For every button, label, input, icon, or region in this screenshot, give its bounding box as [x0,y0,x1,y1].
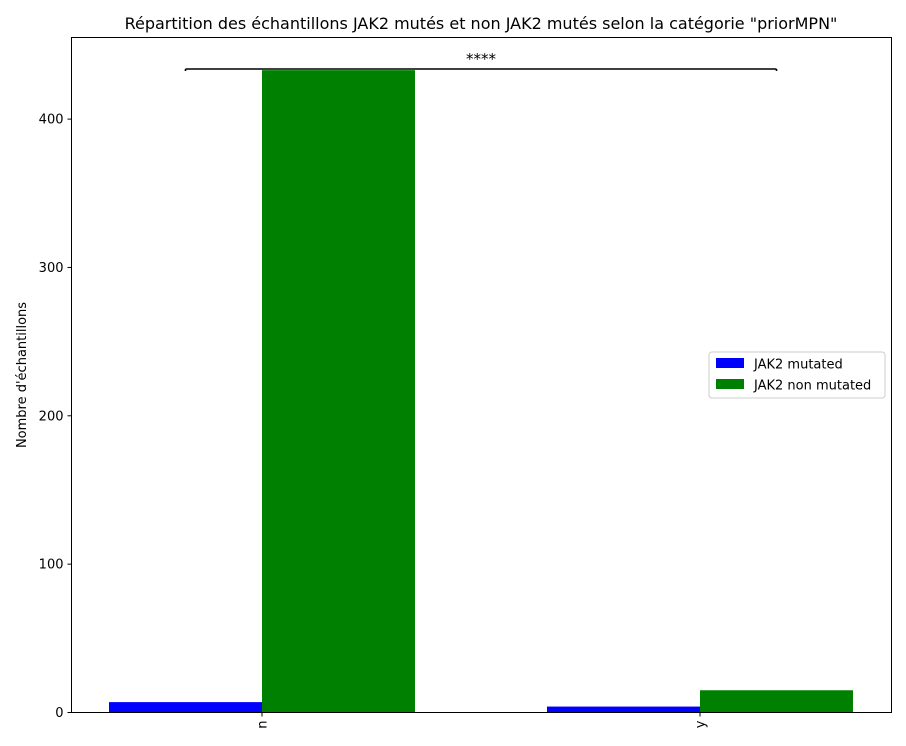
legend-label-jak2-non-mutated: JAK2 non mutated [753,379,871,394]
legend-label-jak2-mutated: JAK2 mutated [753,358,843,373]
y-axis-label: Nombre d'échantillons [15,302,30,448]
significance-label: **** [466,50,497,68]
y-tick-label: 0 [55,706,63,721]
bar-jak2-non-mutated-n [262,70,415,713]
y-tick-label: 400 [39,113,64,128]
bar-jak2-mutated-n [109,702,262,713]
chart-title: Répartition des échantillons JAK2 mutés … [125,14,838,33]
significance-annotation: **** [184,50,778,71]
y-tick-label: 300 [39,261,64,276]
y-tick-label: 200 [39,409,64,424]
x-tick-label-n: n [256,721,271,729]
plot-frame [71,37,892,713]
y-axis: 0 100 200 300 400 [39,113,72,721]
bars-group [109,70,853,713]
legend: JAK2 mutated JAK2 non mutated [708,351,886,399]
y-tick-label: 100 [39,558,64,573]
legend-box [708,351,886,399]
legend-swatch-jak2-mutated [716,358,744,368]
bar-jak2-non-mutated-y [700,690,853,713]
legend-swatch-jak2-non-mutated [716,379,744,389]
x-tick-label-y: y [694,720,709,728]
bar-jak2-mutated-y [547,706,700,713]
